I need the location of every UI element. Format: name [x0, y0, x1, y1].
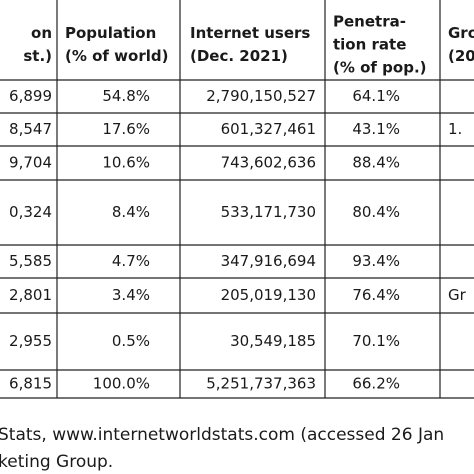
cell-text: 347,916,694 — [221, 252, 316, 270]
cell-text: 6,815 — [9, 375, 52, 393]
cell-text: 30,549,185 — [230, 332, 316, 350]
header-text: (20 — [448, 47, 474, 65]
cell-text: 66.2% — [352, 375, 400, 393]
cell-text: 76.4% — [352, 286, 400, 304]
cell-text: 70.1% — [352, 332, 400, 350]
header-text: Internet users — [190, 24, 310, 42]
cell-text: 8.4% — [112, 203, 150, 221]
cell-text: 10.6% — [102, 154, 150, 172]
cell-text: 5,251,737,363 — [206, 375, 316, 393]
cell-text: 80.4% — [352, 203, 400, 221]
cell-text: 2,801 — [9, 286, 52, 304]
header-text: on — [31, 24, 52, 42]
cell-text: 93.4% — [352, 252, 400, 270]
cell-text: 43.1% — [352, 120, 400, 138]
cell-text: 0,324 — [9, 203, 52, 221]
cell-text: 533,171,730 — [221, 203, 316, 221]
cell-text: 2,955 — [9, 332, 52, 350]
cell-text: 601,327,461 — [221, 120, 316, 138]
cell-text: 6,899 — [9, 87, 52, 105]
cell-text: 205,019,130 — [221, 286, 316, 304]
header-text: st.) — [23, 47, 52, 65]
header-text: (% of pop.) — [333, 59, 427, 77]
cell-text: 100.0% — [93, 375, 150, 393]
footer-line: Stats, www.internetworldstats.com (acces… — [0, 425, 444, 445]
header-text: (% of world) — [65, 47, 168, 65]
header-text: Population — [65, 24, 156, 42]
header-text: Gro — [448, 24, 474, 42]
cell-text: 3.4% — [112, 286, 150, 304]
cell-text: 64.1% — [352, 87, 400, 105]
cell-text: 54.8% — [102, 87, 150, 105]
header-text: tion rate — [333, 36, 406, 54]
cell-text: 4.7% — [112, 252, 150, 270]
cell-text: Gr — [448, 286, 467, 304]
cell-text: 5,585 — [9, 252, 52, 270]
cell-text: 17.6% — [102, 120, 150, 138]
header-text: (Dec. 2021) — [190, 47, 288, 65]
cell-text: 0.5% — [112, 332, 150, 350]
cell-text: 9,704 — [9, 154, 52, 172]
cell-text: 1. — [448, 120, 462, 138]
cell-text: 2,790,150,527 — [206, 87, 316, 105]
header-text: Penetra- — [333, 13, 406, 31]
cell-text: 8,547 — [9, 120, 52, 138]
cell-text: 88.4% — [352, 154, 400, 172]
cell-text: 743,602,636 — [221, 154, 316, 172]
footer-line: keting Group. — [0, 452, 113, 472]
